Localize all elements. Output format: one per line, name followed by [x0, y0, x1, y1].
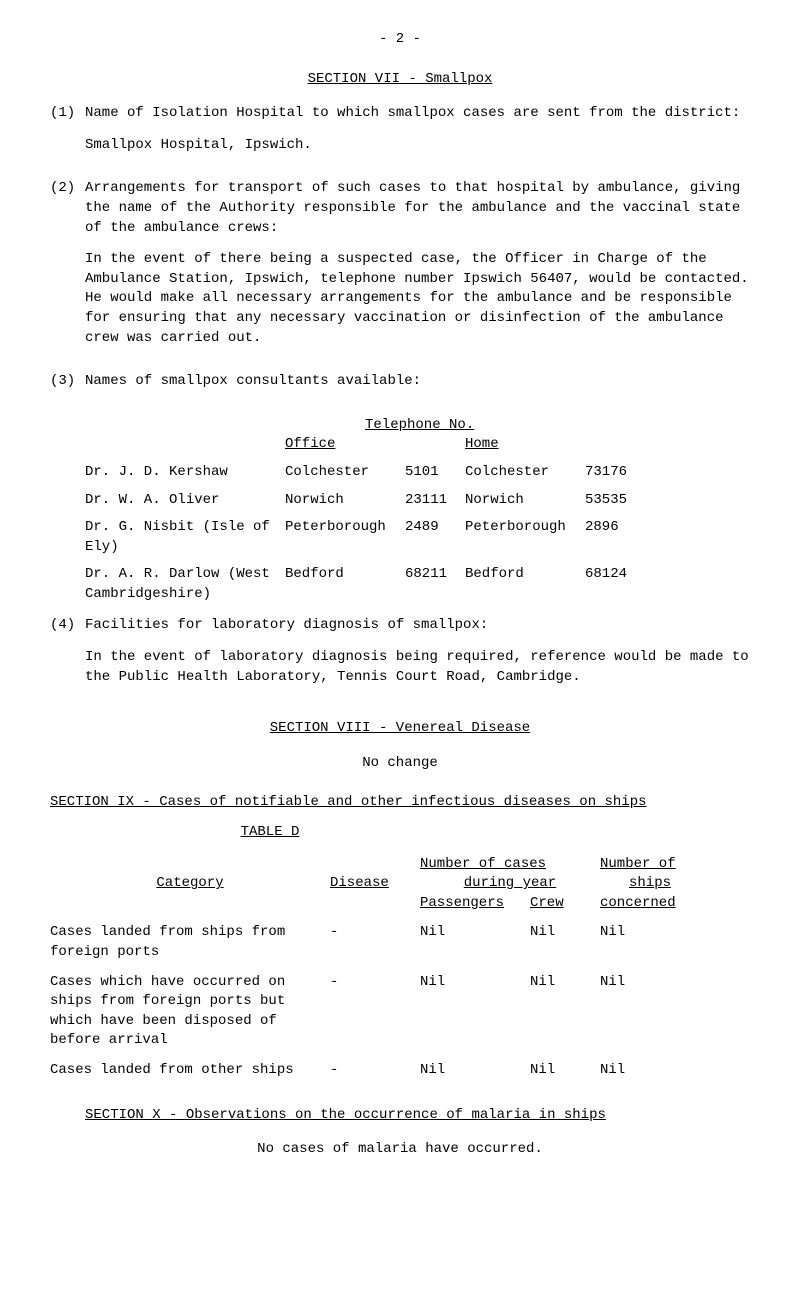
item-3: (3) Names of smallpox consultants availa… — [50, 372, 750, 404]
section-x-body: No cases of malaria have occurred. — [50, 1140, 750, 1160]
category-header: Category — [156, 875, 223, 891]
crew-header: Crew — [530, 895, 564, 911]
consultant-row: Dr. W. A. Oliver Norwich 23111 Norwich 5… — [85, 491, 750, 511]
table-d-header: Number of cases Number of — [50, 855, 750, 875]
section-ix-title: SECTION IX - Cases of notifiable and oth… — [50, 793, 750, 813]
consultant-home: Colchester — [465, 463, 585, 483]
item-2-p2: In the event of there being a suspected … — [85, 250, 750, 348]
ships-cell: Nil — [600, 1061, 700, 1081]
item-2: (2) Arrangements for transport of such c… — [50, 179, 750, 360]
consultant-home-num: 73176 — [585, 463, 645, 483]
passengers-header: Passengers — [420, 895, 504, 911]
category-cell: Cases which have occurred on ships from … — [50, 973, 330, 1051]
consultant-office-num: 23111 — [405, 491, 465, 511]
item-3-num: (3) — [50, 372, 85, 404]
item-1: (1) Name of Isolation Hospital to which … — [50, 104, 750, 167]
item-1-p1: Name of Isolation Hospital to which smal… — [85, 104, 750, 124]
home-label: Home — [465, 435, 585, 455]
ships-header-bot: concerned — [600, 895, 676, 911]
crew-cell: Nil — [530, 1061, 600, 1081]
item-4-p1: Facilities for laboratory diagnosis of s… — [85, 616, 750, 636]
table-d-header-2: Category Disease during year ships — [50, 874, 750, 894]
consultant-home-num: 53535 — [585, 491, 645, 511]
consultant-office: Norwich — [285, 491, 405, 511]
consultant-office: Peterborough — [285, 518, 405, 557]
section-vii-title: SECTION VII - Smallpox — [50, 70, 750, 90]
table-d-header-3: Passengers Crew concerned — [50, 894, 750, 914]
ships-cell: Nil — [600, 973, 700, 1051]
item-2-p1: Arrangements for transport of such cases… — [85, 179, 750, 238]
consultant-name: Dr. G. Nisbit (Isle of Ely) — [85, 518, 285, 557]
disease-cell: - — [330, 923, 420, 962]
office-label: Office — [285, 435, 405, 455]
consultant-home-num: 68124 — [585, 565, 645, 604]
cases-header-top: Number of cases — [420, 856, 546, 872]
item-1-num: (1) — [50, 104, 85, 167]
item-2-num: (2) — [50, 179, 85, 360]
passengers-cell: Nil — [420, 973, 530, 1051]
consultant-name: Dr. J. D. Kershaw — [85, 463, 285, 483]
table-d-row: Cases landed from ships from foreign por… — [50, 923, 750, 962]
consultant-name: Dr. A. R. Darlow (West Cambridgeshire) — [85, 565, 285, 604]
consultant-row: Dr. A. R. Darlow (West Cambridgeshire) B… — [85, 565, 750, 604]
item-4-num: (4) — [50, 616, 85, 699]
consultant-row: Dr. J. D. Kershaw Colchester 5101 Colche… — [85, 463, 750, 483]
item-3-p1: Names of smallpox consultants available: — [85, 372, 750, 392]
disease-cell: - — [330, 1061, 420, 1081]
table-d-label: TABLE D — [230, 823, 310, 843]
consultant-office-num: 68211 — [405, 565, 465, 604]
consultant-home: Bedford — [465, 565, 585, 604]
crew-cell: Nil — [530, 923, 600, 962]
consultant-home: Peterborough — [465, 518, 585, 557]
disease-header: Disease — [330, 875, 389, 891]
passengers-cell: Nil — [420, 1061, 530, 1081]
cases-header-mid: during year — [464, 875, 556, 891]
crew-cell: Nil — [530, 973, 600, 1051]
consultant-row: Dr. G. Nisbit (Isle of Ely) Peterborough… — [85, 518, 750, 557]
category-cell: Cases landed from other ships — [50, 1061, 330, 1081]
consultant-office-num: 2489 — [405, 518, 465, 557]
section-viii-title: SECTION VIII - Venereal Disease — [50, 719, 750, 739]
consultant-home-num: 2896 — [585, 518, 645, 557]
consultant-office: Bedford — [285, 565, 405, 604]
item-1-p2: Smallpox Hospital, Ipswich. — [85, 136, 750, 156]
page-number: - 2 - — [50, 30, 750, 50]
passengers-cell: Nil — [420, 923, 530, 962]
consultant-name: Dr. W. A. Oliver — [85, 491, 285, 511]
section-x-title: SECTION X - Observations on the occurren… — [85, 1106, 750, 1126]
telephone-table: Telephone No. Office Home Dr. J. D. Kers… — [85, 416, 750, 605]
table-d-row: Cases landed from other ships - Nil Nil … — [50, 1061, 750, 1081]
ships-header-top: Number of — [600, 856, 676, 872]
ships-cell: Nil — [600, 923, 700, 962]
ships-header-mid: ships — [629, 875, 671, 891]
consultant-office: Colchester — [285, 463, 405, 483]
item-4: (4) Facilities for laboratory diagnosis … — [50, 616, 750, 699]
item-4-p2: In the event of laboratory diagnosis bei… — [85, 648, 750, 687]
table-d-row: Cases which have occurred on ships from … — [50, 973, 750, 1051]
telephone-header: Telephone No. — [365, 416, 474, 436]
consultant-office-num: 5101 — [405, 463, 465, 483]
category-cell: Cases landed from ships from foreign por… — [50, 923, 330, 962]
consultant-home: Norwich — [465, 491, 585, 511]
section-viii-body: No change — [50, 754, 750, 774]
disease-cell: - — [330, 973, 420, 1051]
